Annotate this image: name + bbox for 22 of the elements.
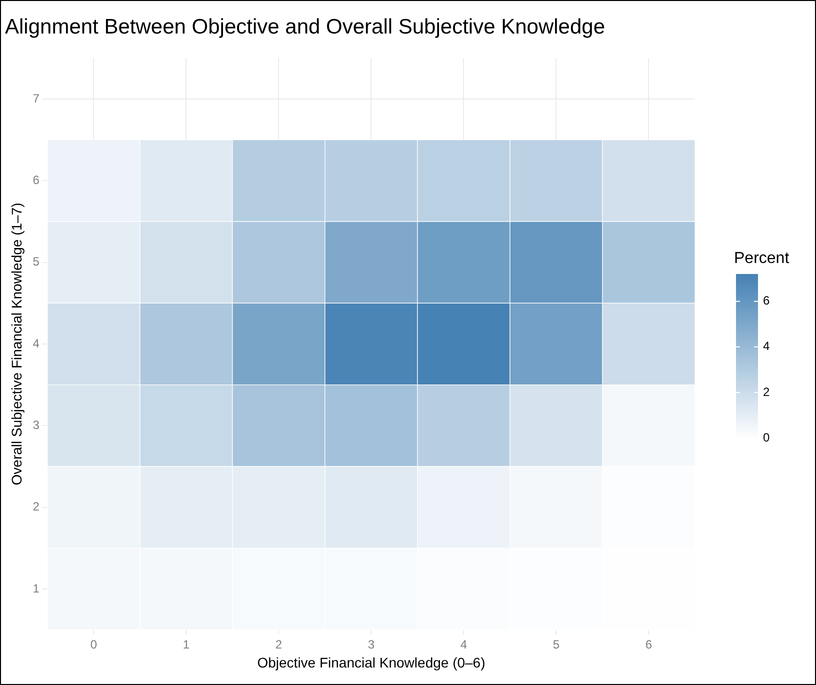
- color-bar-label: 6: [763, 294, 770, 308]
- y-tick-label: 4: [32, 336, 40, 350]
- x-tick-label: 5: [552, 637, 560, 652]
- x-axis-title: Objective Financial Knowledge (0–6): [257, 654, 486, 670]
- x-tick-label: 2: [275, 637, 282, 652]
- color-bar-label: 4: [763, 339, 770, 354]
- color-bar-label: 0: [763, 430, 770, 444]
- x-tick-label: 3: [368, 637, 375, 652]
- x-tick-label: 6: [645, 637, 652, 652]
- x-tick-label: 4: [460, 637, 468, 652]
- color-bar-label: 2: [763, 384, 770, 399]
- y-tick-label: 2: [32, 500, 40, 514]
- y-tick-label: 1: [32, 581, 40, 596]
- color-bar-title: Percent: [734, 250, 790, 267]
- y-tick-label: 3: [32, 418, 40, 432]
- y-tick-label: 6: [32, 173, 40, 187]
- chart-title: Alignment Between Objective and Overall Subjective Knowledge: [5, 15, 606, 38]
- y-tick-label: 5: [32, 254, 40, 269]
- y-tick-label: 7: [32, 91, 40, 106]
- y-axis-title: Overall Subjective Financial Knowledge (1–7): [8, 202, 24, 486]
- x-tick-label: 0: [90, 637, 98, 652]
- x-tick-label: 1: [182, 637, 190, 652]
